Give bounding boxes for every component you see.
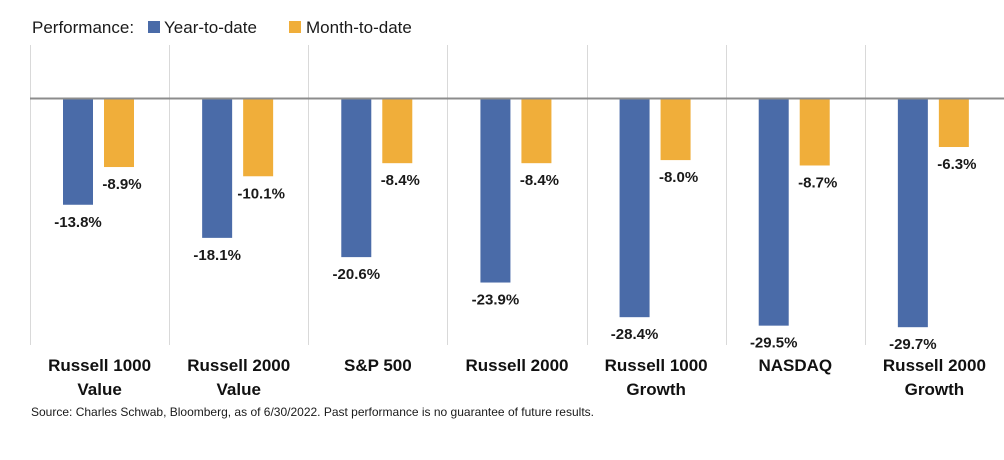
bar-ytd [897,98,928,328]
bar-mtd [243,98,274,177]
data-labels: -13.8% -8.9% -18.1% -10.1% -20.6% -8.4% -23.9%… [54,156,976,353]
data-label-ytd: -13.8% [54,214,102,231]
data-label-ytd: -29.7% [889,336,937,353]
category-label: Russell 2000 [465,356,568,375]
category-labels: Russell 1000 Value Russell 2000 Value S&P 50… [48,356,986,399]
legend-swatch-mtd [289,21,301,33]
data-label-mtd: -6.3% [937,156,976,173]
category-label: Russell 2000 [883,356,986,375]
legend-title: Performance: [32,18,134,37]
category-label: Growth [626,380,686,399]
category-label: NASDAQ [758,356,832,375]
bar-ytd [480,98,511,283]
category-label: Russell 1000 [605,356,708,375]
bar-ytd [341,98,372,258]
data-label-mtd: -8.4% [520,172,559,189]
bar-mtd [938,98,969,148]
bar-ytd [63,98,93,205]
bar-mtd [382,98,413,164]
bars [63,98,969,328]
data-label-mtd: -8.7% [798,174,837,191]
category-label: S&P 500 [344,356,412,375]
legend-label-ytd: Year-to-date [164,18,257,37]
data-label-ytd: -18.1% [193,247,241,264]
data-label-ytd: -28.4% [611,326,659,343]
data-label-ytd: -20.6% [333,266,381,283]
bar-ytd [202,98,233,238]
data-label-mtd: -8.9% [102,176,141,193]
legend: Performance: Year-to-date Month-to-date [32,18,412,37]
legend-swatch-ytd [148,21,160,33]
bar-ytd [758,98,789,326]
bar-mtd [660,98,691,161]
category-label: Russell 2000 [187,356,290,375]
bar-mtd [799,98,830,166]
bar-ytd [619,98,650,318]
data-label-mtd: -8.0% [659,169,698,186]
legend-label-mtd: Month-to-date [306,18,412,37]
data-label-mtd: -10.1% [237,185,285,202]
category-label: Growth [905,380,965,399]
category-label: Value [217,380,261,399]
bar-mtd [521,98,552,164]
bar-mtd [104,98,134,168]
data-label-mtd: -8.4% [381,172,420,189]
source-note: Source: Charles Schwab, Bloomberg, as of… [31,405,594,419]
data-label-ytd: -23.9% [472,292,520,309]
category-label: Russell 1000 [48,356,151,375]
category-label: Value [77,380,121,399]
data-label-ytd: -29.5% [750,335,798,352]
category-separators [30,45,866,345]
